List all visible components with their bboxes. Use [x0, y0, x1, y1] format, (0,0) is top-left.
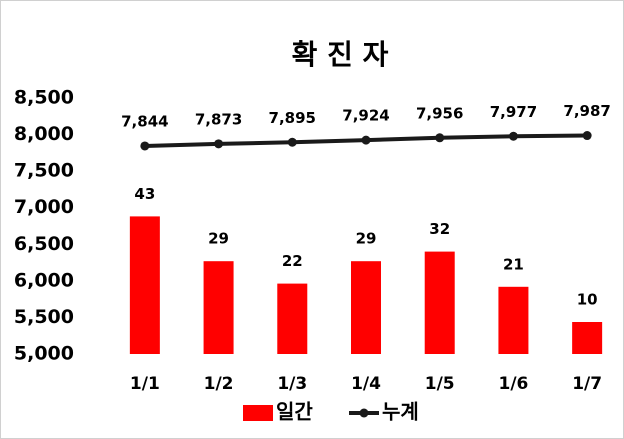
line-value-label: 7,844: [121, 112, 168, 130]
x-tick-label: 1/6: [498, 374, 528, 394]
bar: [351, 261, 381, 354]
line-value-label: 7,956: [416, 104, 463, 122]
y-tick-label: 5,500: [14, 306, 74, 328]
line-value-label: 7,924: [342, 107, 389, 125]
x-tick-label: 1/2: [204, 374, 234, 394]
x-tick-label: 1/1: [130, 374, 160, 394]
legend-marker: [359, 408, 369, 418]
y-tick-label: 6,500: [14, 233, 74, 255]
x-tick-label: 1/7: [572, 374, 602, 394]
chart-title: 확 진 자: [292, 38, 389, 71]
line-marker: [435, 133, 445, 143]
legend-label: 누계: [382, 400, 419, 424]
y-tick-label: 5,000: [14, 343, 74, 365]
bar: [498, 286, 529, 354]
x-tick-label: 1/3: [277, 374, 307, 394]
bar: [203, 261, 234, 354]
bar-value-label: 10: [577, 291, 598, 309]
line-marker: [140, 141, 150, 151]
legend-swatch: [243, 405, 273, 421]
bar-value-label: 43: [134, 185, 155, 203]
x-tick-label: 1/5: [425, 374, 455, 394]
line-marker: [582, 131, 592, 141]
line-marker: [214, 139, 224, 149]
y-tick-label: 7,000: [14, 196, 74, 218]
y-tick-label: 7,500: [14, 160, 74, 182]
line-value-label: 7,977: [490, 103, 537, 121]
bar: [129, 216, 160, 354]
bar: [572, 322, 603, 354]
line-value-label: 7,987: [563, 102, 610, 120]
line-value-label: 7,873: [195, 110, 242, 128]
bar-value-label: 32: [429, 220, 450, 238]
bar-value-label: 21: [503, 255, 524, 273]
bar: [277, 283, 308, 354]
bar: [424, 251, 455, 354]
line-marker: [508, 131, 518, 141]
y-tick-label: 8,000: [14, 123, 74, 145]
line-marker: [287, 137, 297, 147]
line-marker: [361, 135, 371, 145]
bar-value-label: 29: [356, 230, 377, 248]
legend-label: 일간: [276, 400, 313, 424]
bar-value-label: 29: [208, 230, 229, 248]
y-tick-label: 6,000: [14, 269, 74, 291]
line-value-label: 7,895: [269, 109, 316, 127]
bar-value-label: 22: [282, 252, 303, 270]
x-tick-label: 1/4: [351, 374, 381, 394]
y-tick-label: 8,500: [14, 87, 74, 109]
